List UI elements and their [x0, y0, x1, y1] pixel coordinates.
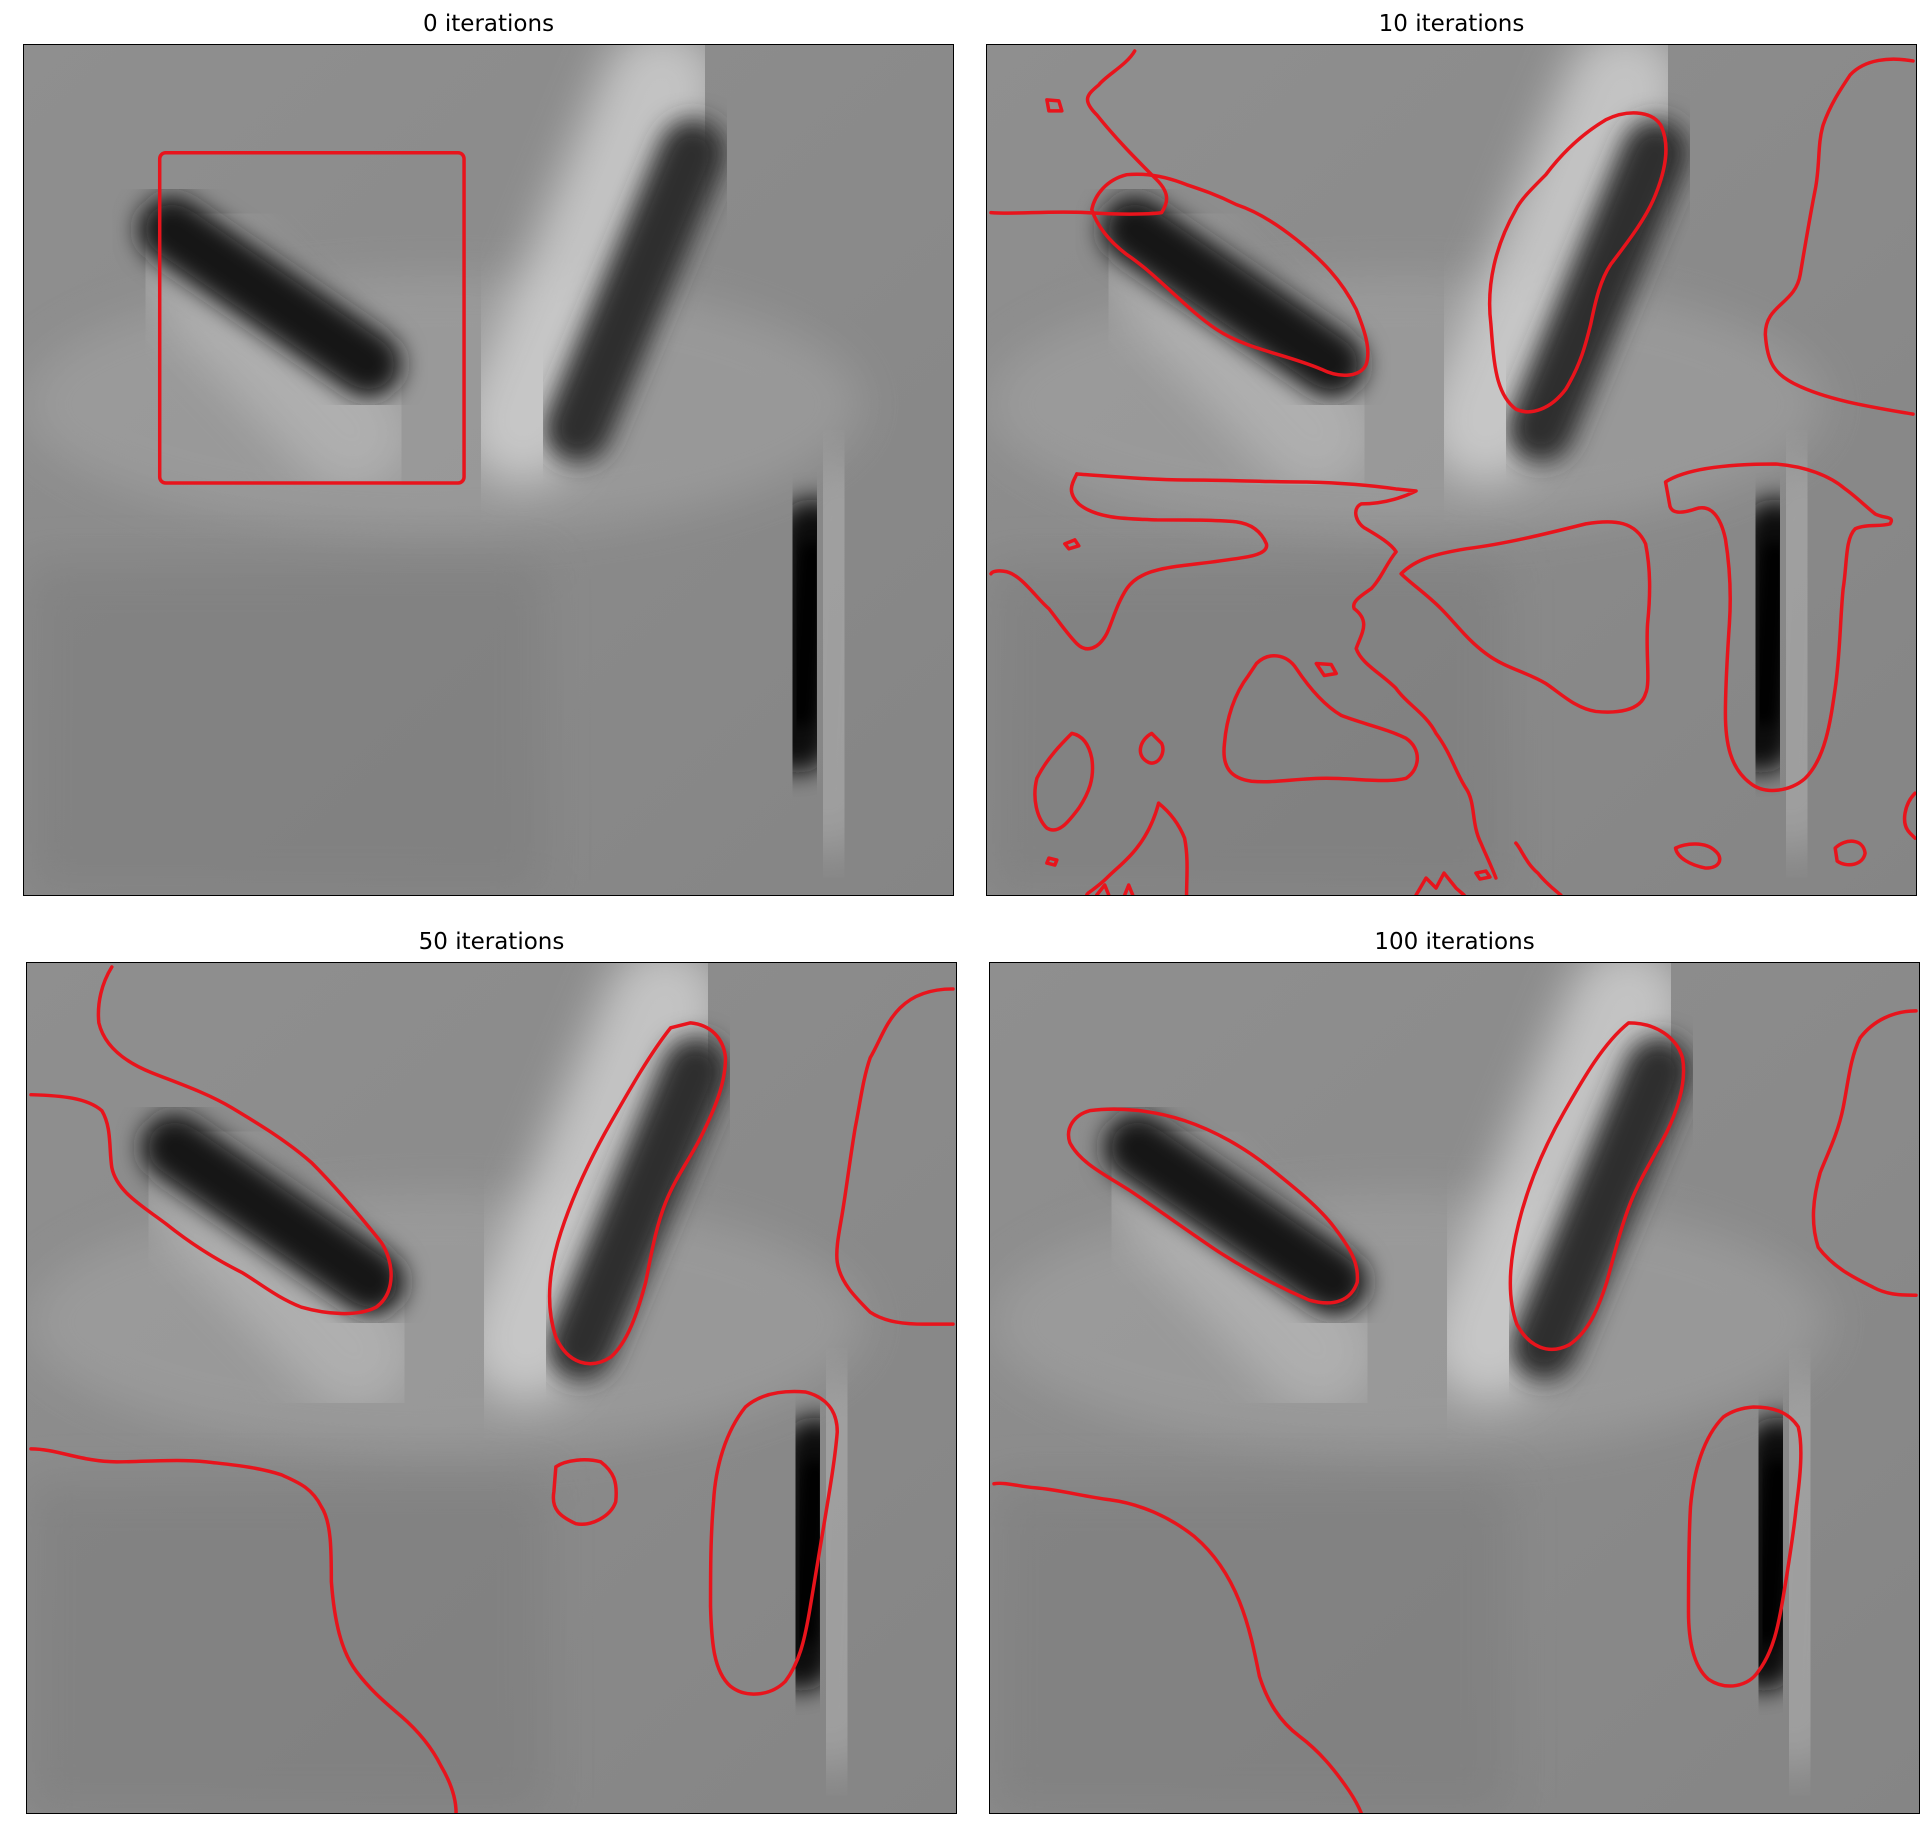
panel-50-iterations: 50 iterations: [26, 922, 957, 1814]
segmentation-image: [986, 44, 1917, 896]
panel-title: 50 iterations: [26, 922, 957, 962]
panel-10-iterations: 10 iterations: [986, 4, 1917, 896]
panel-100-iterations: 100 iterations: [989, 922, 1920, 1814]
segmentation-image: [989, 962, 1920, 1814]
segmentation-image: [26, 962, 957, 1814]
panel-title: 10 iterations: [986, 4, 1917, 44]
panel-title: 0 iterations: [23, 4, 954, 44]
segmentation-image: [23, 44, 954, 896]
panel-0-iterations: 0 iterations: [23, 4, 954, 896]
panel-title: 100 iterations: [989, 922, 1920, 962]
